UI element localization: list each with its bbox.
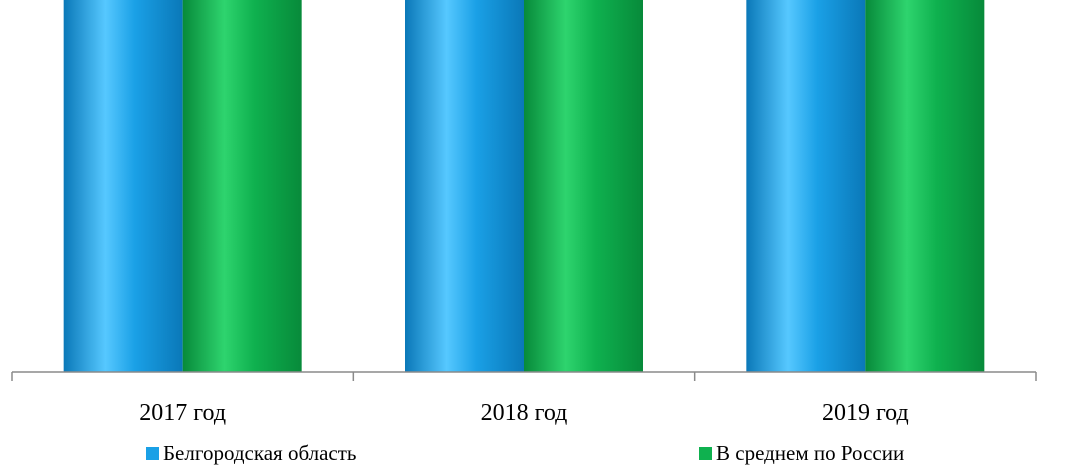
legend-item-belgorod: Белгородская область [146, 440, 357, 466]
x-axis: 2017 год 2018 год 2019 год [11, 371, 1037, 426]
bar-russia-average-0 [182, 0, 302, 372]
bar-belgorod-0 [63, 0, 183, 372]
bar-belgorod-1 [405, 0, 524, 372]
bars [63, 0, 985, 372]
legend-label-russia-average: В среднем по России [716, 441, 905, 465]
x-tick-label-0: 2017 год [139, 400, 226, 426]
legend-swatch-belgorod [146, 446, 159, 460]
legend-swatch-russia-average [699, 446, 712, 460]
legend-label-belgorod: Белгородская область [163, 441, 357, 465]
x-tick-label-2: 2019 год [822, 400, 909, 426]
bar-russia-average-1 [524, 0, 643, 372]
bar-russia-average-2 [865, 0, 985, 372]
legend-item-russia-average: В среднем по России [699, 440, 904, 466]
legend: Белгородская область В среднем по России [0, 440, 1086, 466]
bar-belgorod-2 [746, 0, 866, 372]
x-tick-label-1: 2018 год [481, 400, 568, 426]
